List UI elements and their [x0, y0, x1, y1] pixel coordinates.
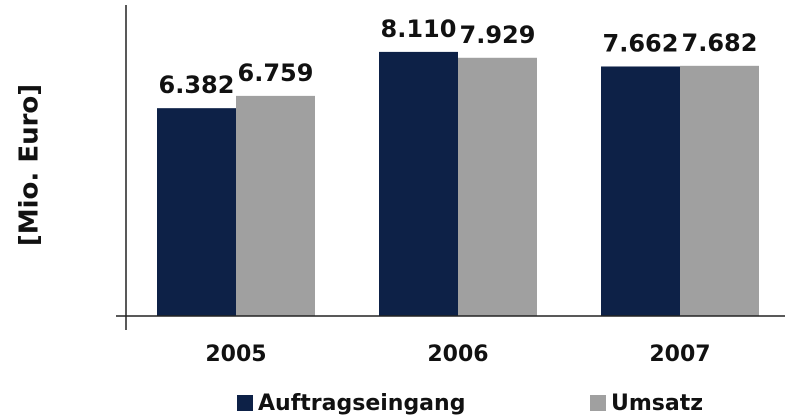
legend-swatch: [590, 395, 606, 411]
x-tick-label: 2006: [427, 342, 488, 367]
bar: [601, 66, 680, 317]
bar: [458, 57, 537, 317]
x-tick-label: 2005: [205, 342, 266, 367]
value-label: 8.110: [381, 15, 457, 43]
legend-label: Auftragseingang: [258, 391, 465, 416]
legend-label: Umsatz: [611, 391, 703, 416]
value-label: 7.682: [682, 29, 758, 57]
legend-swatch: [237, 395, 253, 411]
value-label: 7.929: [460, 21, 536, 49]
y-axis-label: [Mio. Euro]: [15, 84, 45, 246]
x-tick-label: 2007: [649, 342, 710, 367]
value-label: 6.759: [238, 59, 314, 87]
value-label: 6.382: [159, 71, 235, 99]
bar: [379, 51, 458, 317]
bar: [680, 65, 759, 317]
value-label: 7.662: [603, 29, 679, 57]
bar: [236, 95, 315, 316]
bar: [157, 108, 236, 316]
